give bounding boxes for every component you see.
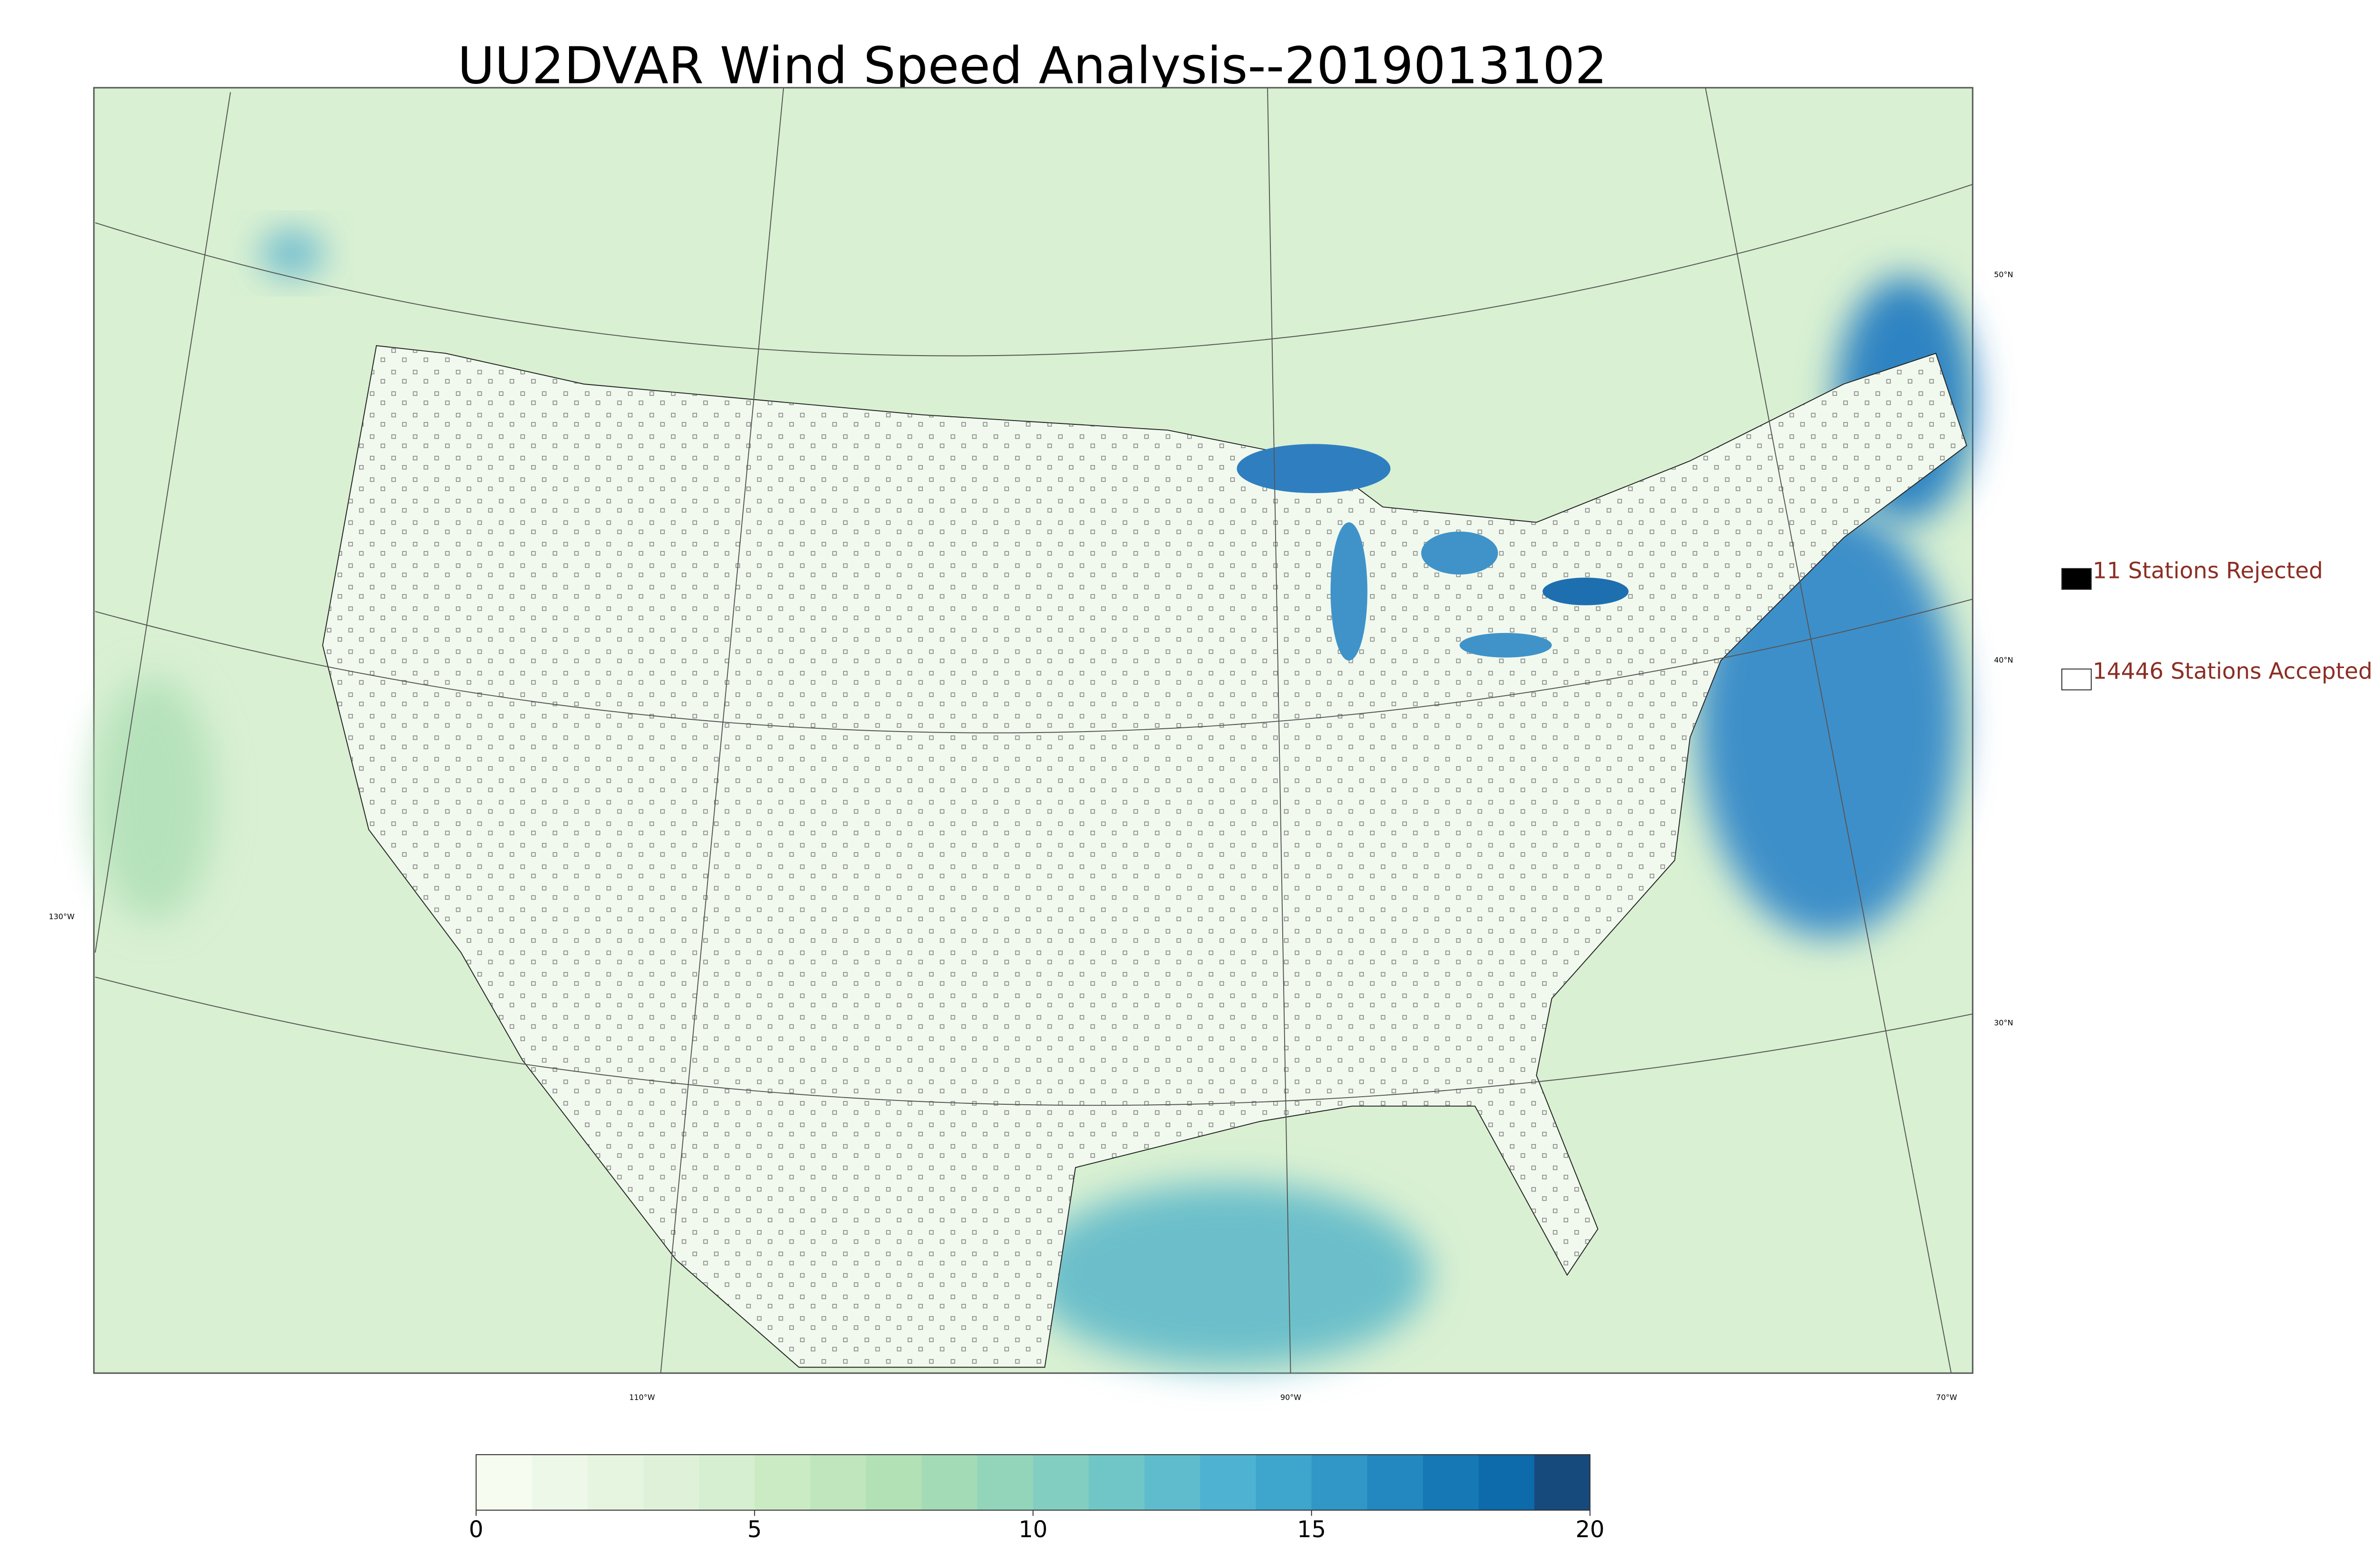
colorbar-bin — [1144, 1455, 1201, 1510]
longitude-label: 110°W — [629, 1393, 655, 1402]
colorbar-bin — [1256, 1455, 1312, 1510]
colorbar-bin — [1088, 1455, 1145, 1510]
legend: 11 Stations Rejected 14446 Stations Accep… — [2061, 558, 2371, 690]
colorbar-bin — [1033, 1455, 1089, 1510]
latitude-label: 50°N — [1994, 270, 2013, 279]
colorbar-bin — [476, 1455, 532, 1510]
colorbar-bin — [866, 1455, 922, 1510]
colorbar: 0 5 10 15 20 — [469, 1454, 1605, 1543]
colorbar-bin — [810, 1455, 866, 1510]
legend-marker — [2061, 669, 2092, 690]
colorbar-bin — [1200, 1455, 1256, 1510]
colorbar-bin — [1311, 1455, 1368, 1510]
map-art — [92, 87, 1975, 1374]
map — [92, 87, 1975, 1374]
longitude-label: 90°W — [1280, 1393, 1301, 1402]
colorbar-bin — [921, 1455, 978, 1510]
colorbar-bin — [1423, 1455, 1479, 1510]
colorbar-bin — [643, 1455, 699, 1510]
latitude-label: 40°N — [1994, 656, 2013, 665]
colorbar-bin — [1367, 1455, 1424, 1510]
map-title: UU2DVAR Wind Speed Analysis--2019013102 — [458, 37, 1607, 95]
colorbar-bin — [698, 1455, 755, 1510]
colorbar-bin — [1479, 1455, 1535, 1510]
longitude-label: 70°W — [1936, 1393, 1957, 1402]
colorbar-tick-label: 0 — [469, 1516, 484, 1543]
colorbar-tick-label: 15 — [1297, 1516, 1326, 1543]
colorbar-bin — [587, 1455, 643, 1510]
colorbar-tick-label: 20 — [1575, 1516, 1604, 1543]
legend-marker — [2061, 568, 2092, 590]
legend-label: 11 Stations Rejected — [2093, 558, 2323, 584]
colorbar-tick-label: 10 — [1019, 1516, 1048, 1543]
colorbar-bin — [1534, 1455, 1590, 1510]
legend-label: 14446 Stations Accepted — [2093, 659, 2371, 685]
colorbar-bin — [977, 1455, 1033, 1510]
latitude-label: 30°N — [1994, 1018, 2013, 1027]
colorbar-tick-label: 5 — [747, 1516, 762, 1543]
colorbar-bin — [754, 1455, 811, 1510]
colorbar-bin — [532, 1455, 588, 1510]
longitude-label: 130°W — [49, 912, 75, 921]
